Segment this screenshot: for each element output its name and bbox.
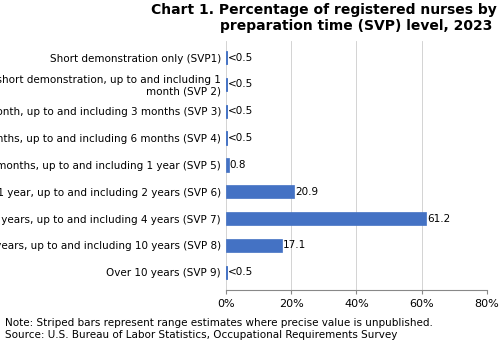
Text: Note: Striped bars represent range estimates where precise value is unpublished.: Note: Striped bars represent range estim… <box>5 318 432 340</box>
Text: <0.5: <0.5 <box>228 133 253 143</box>
Bar <box>225 51 226 64</box>
Bar <box>225 185 294 198</box>
Text: 20.9: 20.9 <box>295 187 318 197</box>
Bar <box>225 131 226 145</box>
Text: <0.5: <0.5 <box>228 267 253 277</box>
Text: 0.8: 0.8 <box>229 160 246 170</box>
Bar <box>225 266 226 279</box>
Bar <box>225 239 281 252</box>
Title: Chart 1. Percentage of registered nurses by specific
preparation time (SVP) leve: Chart 1. Percentage of registered nurses… <box>151 3 501 33</box>
Text: 61.2: 61.2 <box>426 214 449 224</box>
Text: <0.5: <0.5 <box>228 79 253 89</box>
Text: <0.5: <0.5 <box>228 52 253 62</box>
Text: <0.5: <0.5 <box>228 106 253 116</box>
Bar <box>225 212 425 225</box>
Text: 17.1: 17.1 <box>283 240 306 250</box>
Bar <box>225 78 226 91</box>
Bar <box>225 105 226 118</box>
Bar <box>225 158 228 172</box>
